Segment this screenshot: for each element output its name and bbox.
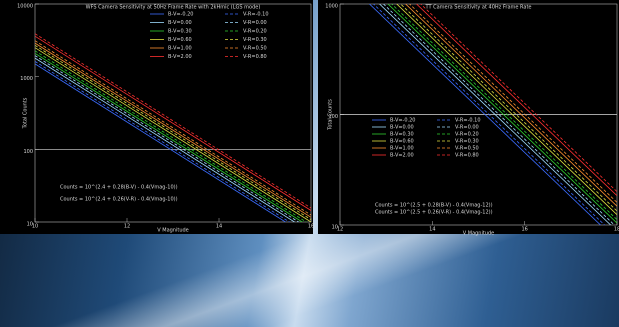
series-line (35, 61, 291, 222)
series-line (35, 40, 311, 216)
y-tick-label: 100 (328, 114, 338, 120)
x-tick-label: 14 (429, 227, 435, 233)
legend-label: B-V=0.60 (390, 139, 414, 145)
x-tick-label: 16 (308, 224, 314, 230)
y-tick-label: 10 (27, 222, 33, 228)
legend-label: V-R=0.80 (455, 153, 479, 159)
wallpaper-streak (0, 234, 619, 327)
annotation: Counts = 10^(2.4 + 0.26(V-R) - 0.4(Vmag-… (60, 197, 178, 203)
series-line (35, 57, 296, 222)
plot-frame (34, 3, 312, 223)
legend-label: B-V=1.00 (168, 46, 192, 52)
series-line (35, 33, 311, 209)
chart-panel (0, 0, 313, 234)
series-line (35, 55, 300, 222)
chart-title: TT Camera Sensitivity at 40Hz Frame Rate (424, 5, 531, 11)
legend-label: V-R=-0.10 (243, 12, 269, 18)
y-tick-label: 10000 (17, 4, 33, 10)
legend-label: V-R=0.20 (243, 29, 267, 35)
legend-label: V-R=0.50 (243, 46, 267, 52)
x-tick-label: 12 (337, 227, 343, 233)
series-line (35, 42, 311, 218)
annotation: Counts = 10^(2.5 + 0.28(B-V) - 0.4(Vmag-… (375, 203, 493, 209)
legend-label: B-V=-0.20 (168, 12, 194, 18)
x-tick-label: 18 (614, 227, 619, 233)
legend-label: B-V=0.00 (168, 20, 192, 26)
annotation: Counts = 10^(2.4 + 0.28(B-V) - 0.4(Vmag-… (60, 185, 178, 191)
y-axis-label: Total Counts (23, 97, 29, 129)
x-axis-label: V Magnitude (463, 231, 495, 237)
series-line (396, 4, 617, 215)
series-line (408, 4, 617, 203)
legend-label: B-V=0.60 (168, 37, 192, 43)
series-line (382, 4, 615, 225)
y-tick-label: 1000 (20, 76, 33, 82)
legend-label: B-V=-0.20 (390, 118, 416, 124)
legend-label: B-V=0.30 (168, 29, 192, 35)
series-line (391, 4, 617, 220)
x-tick-label: 16 (521, 227, 527, 233)
series-line (420, 4, 617, 192)
legend-label: V-R=0.50 (455, 146, 479, 152)
y-tick-label: 10 (332, 225, 338, 231)
series-line (35, 35, 311, 211)
series-line (415, 4, 617, 196)
x-tick-label: 14 (216, 224, 222, 230)
legend-label: B-V=0.00 (390, 125, 414, 131)
series-line (35, 44, 311, 220)
series-line (400, 4, 617, 212)
x-tick-label: 10 (32, 224, 38, 230)
series-line (387, 4, 617, 224)
x-axis-label: V Magnitude (157, 228, 189, 234)
y-tick-label: 1000 (325, 4, 338, 10)
legend-label: V-R=0.80 (243, 54, 267, 60)
legend-label: V-R=0.00 (455, 125, 479, 131)
legend-label: B-V=2.00 (168, 54, 192, 60)
legend-label: V-R=0.30 (455, 139, 479, 145)
series-line (372, 4, 606, 225)
legend-label: V-R=0.30 (243, 37, 267, 43)
legend-label: V-R=0.00 (243, 20, 267, 26)
legend-label: B-V=1.00 (390, 146, 414, 152)
series-line (35, 63, 287, 222)
chart-title: WFS Camera Sensitivity at 50Hz Frame Rat… (86, 5, 261, 11)
series-line (405, 4, 617, 207)
series-line (35, 50, 307, 222)
annotation: Counts = 10^(2.5 + 0.26(V-R) - 0.4(Vmag-… (375, 210, 493, 216)
series-line (35, 52, 304, 222)
x-tick-label: 12 (124, 224, 130, 230)
legend-label: V-R=-0.10 (455, 118, 481, 124)
legend-label: V-R=0.20 (455, 132, 479, 138)
series-line (35, 47, 311, 222)
series-line (378, 4, 612, 225)
legend-label: B-V=2.00 (390, 153, 414, 159)
legend-label: B-V=0.30 (390, 132, 414, 138)
y-axis-label: Total Counts (328, 99, 334, 131)
y-tick-label: 100 (23, 149, 33, 155)
series-line (368, 4, 602, 225)
